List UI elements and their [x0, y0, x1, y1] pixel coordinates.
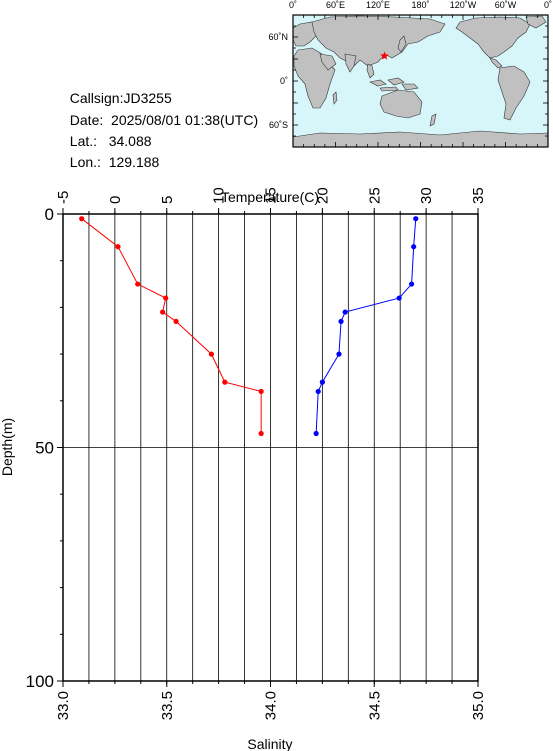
map-lat-tick-label: 60˚N — [268, 32, 288, 42]
map-lat-tick-label: 60˚S — [269, 120, 288, 130]
temperature-tick-label: 20 — [314, 187, 331, 204]
temperature-tick-label: 25 — [366, 187, 383, 204]
salinity-data-point — [396, 295, 402, 301]
map-lon-tick-label: 60˚W — [495, 0, 517, 10]
land-shape — [401, 83, 419, 91]
salinity-data-point — [319, 379, 325, 385]
temperature-profile-line — [81, 218, 262, 434]
map-left-ticks: 60˚N 0˚ 60˚S — [268, 14, 548, 148]
temperature-tick-label: 35 — [470, 187, 487, 204]
temperature-tick-label: 15 — [263, 187, 280, 204]
land-shape — [344, 53, 357, 73]
temperature-data-point — [160, 309, 166, 315]
station-marker-icon — [380, 51, 389, 60]
salinity-data-point — [413, 216, 419, 222]
temperature-axis-title: Temperature(C) — [221, 189, 319, 205]
station-star-icon — [380, 51, 389, 60]
land-shape — [369, 79, 387, 87]
lon-line: Lon.: 129.188 — [62, 138, 160, 170]
temperature-tick-label: 30 — [418, 187, 435, 204]
temperature-tick-label: 0 — [107, 196, 124, 204]
salinity-data-point — [409, 281, 415, 287]
salinity-data-point — [313, 430, 319, 437]
lat-label: Lat.: — [69, 133, 98, 149]
temperature-data-point — [208, 351, 214, 357]
land-shape — [397, 35, 407, 53]
temperature-axis: -5 0 5 10 15 20 25 30 35 — [55, 187, 487, 214]
callsign-value: JD3255 — [123, 90, 172, 106]
depth-axis-title: Depth(m) — [0, 418, 15, 476]
map-lon-tick-label: 60˚E — [326, 0, 345, 10]
date-value: 2025/08/01 01:38(UTC) — [111, 112, 259, 128]
salinity-axis: 33.0 33.5 34.0 34.5 35.0 — [55, 681, 487, 720]
temperature-data-point — [135, 281, 141, 287]
temperature-data-point — [163, 295, 169, 301]
salinity-data-point — [315, 388, 321, 395]
temperature-data-point — [258, 430, 264, 437]
lat-value: 34.088 — [108, 133, 152, 149]
map-lon-tick-label: 0˚ — [289, 0, 297, 10]
world-map: 0˚ 60˚E 120˚E 180˚ 120˚W 60˚W 0˚ 60˚N 0˚ 60˚S — [268, 0, 552, 148]
salinity-series — [313, 216, 419, 437]
temperature-data-point — [79, 216, 85, 222]
salinity-data-point — [342, 309, 348, 315]
map-lon-tick-label: 120˚E — [366, 0, 390, 10]
temperature-data-point — [115, 244, 121, 250]
temperature-data-point — [222, 379, 228, 385]
map-lon-tick-label: 180˚ — [411, 0, 429, 10]
land-shape — [489, 57, 503, 69]
salinity-tick-label: 34.0 — [263, 691, 280, 720]
land-shape — [429, 113, 437, 127]
lon-label: Lon.: — [69, 154, 101, 170]
temperature-tick-label: -5 — [55, 191, 72, 204]
lon-value: 129.188 — [108, 154, 160, 170]
date-label: Date: — [69, 112, 104, 128]
salinity-data-point — [336, 351, 342, 357]
land-shape — [497, 65, 531, 121]
depth-tick-label: 100 — [26, 672, 54, 691]
map-top-ticks: 0˚ 60˚E 120˚E 180˚ 120˚W 60˚W 0˚ — [289, 0, 552, 147]
depth-axis: 0 50 100 — [26, 205, 63, 691]
depth-tick-label: 50 — [35, 439, 54, 458]
map-lon-tick-label: 0˚ — [544, 0, 552, 10]
temperature-data-point — [258, 388, 264, 395]
map-land — [292, 15, 549, 148]
temperature-data-point — [173, 318, 179, 325]
salinity-axis-title: Salinity — [247, 736, 292, 751]
salinity-tick-label: 34.5 — [366, 691, 383, 720]
map-lon-tick-label: 120˚W — [450, 0, 477, 10]
land-shape — [366, 63, 375, 79]
temperature-tick-label: 5 — [159, 196, 176, 204]
temperature-tick-label: 10 — [211, 187, 228, 204]
series-layer — [79, 216, 419, 437]
land-shape — [525, 15, 547, 29]
map-lat-tick-label: 0˚ — [280, 76, 288, 86]
land-shape — [332, 91, 338, 105]
salinity-tick-label: 33.5 — [159, 691, 176, 720]
land-shape — [319, 53, 337, 71]
callsign-label: Callsign: — [69, 90, 124, 106]
depth-tick-label: 0 — [45, 205, 54, 224]
salinity-tick-label: 33.0 — [55, 691, 72, 720]
lat-line: Lat.: 34.088 — [62, 117, 152, 149]
land-shape — [379, 89, 423, 119]
temperature-series — [79, 216, 264, 437]
salinity-tick-label: 35.0 — [470, 691, 487, 720]
date-line: Date: 2025/08/01 01:38(UTC) — [62, 96, 258, 128]
plot-grid — [62, 214, 479, 681]
land-shape — [455, 16, 531, 59]
land-shape — [387, 77, 405, 86]
station-info: Callsign:JD3255 — [62, 74, 172, 106]
salinity-data-point — [338, 318, 344, 325]
land-shape — [379, 86, 399, 92]
salinity-data-point — [411, 244, 417, 250]
salinity-profile-line — [315, 218, 417, 434]
